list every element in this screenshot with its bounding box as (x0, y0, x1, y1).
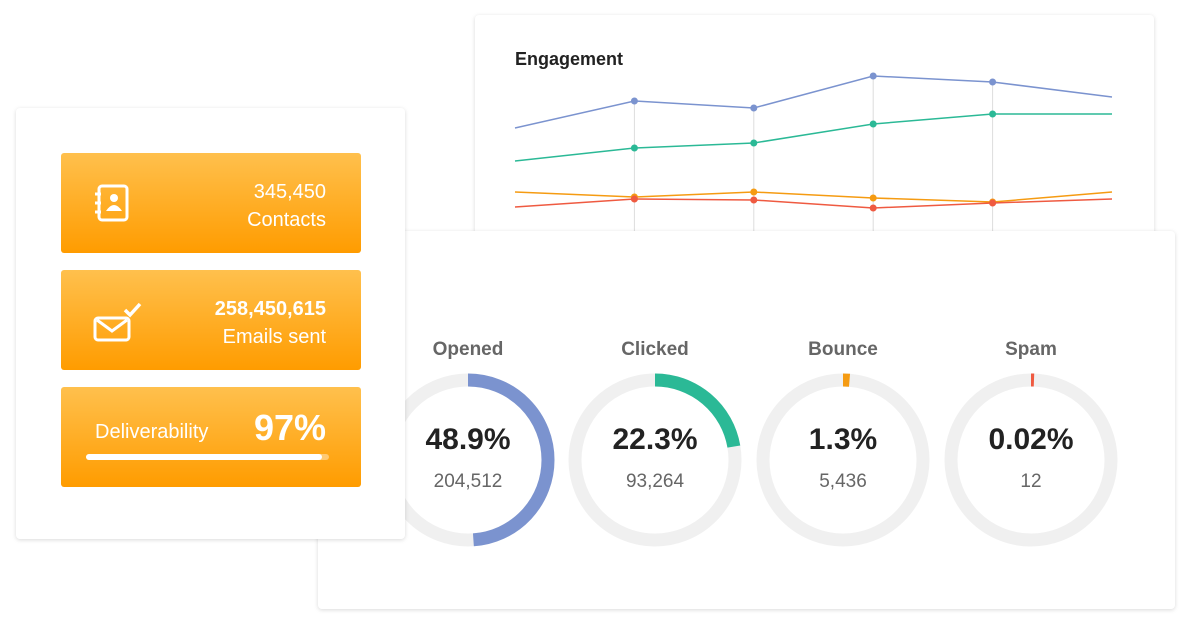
data-point-spam (750, 196, 758, 204)
data-point-spam (989, 199, 997, 207)
series-line-clicked (514, 113, 1112, 162)
stat-title: Opened (432, 339, 504, 360)
data-point-clicked (989, 110, 997, 118)
chart-title: Engagement (515, 49, 624, 69)
emails-sent-value: 258,450,615 (214, 298, 326, 320)
email-check-icon (93, 302, 142, 342)
stat-percent: 48.9% (425, 423, 511, 456)
donut-track (756, 373, 930, 547)
donut-ring (756, 373, 930, 547)
deliverability-label: Deliverability (95, 421, 209, 443)
data-point-opened (630, 97, 638, 105)
emails-sent-tile: 258,450,615 Emails sent (61, 270, 361, 370)
data-point-spam (869, 204, 877, 212)
data-point-clicked (630, 144, 638, 152)
series-line-opened (514, 75, 1113, 129)
data-point-bounce (750, 188, 758, 196)
contacts-book-icon (95, 184, 129, 222)
data-point-spam (630, 195, 638, 203)
deliverability-value: 97% (253, 407, 326, 448)
contacts-tile: 345,450 Contacts (61, 153, 361, 253)
emails-sent-label: Emails sent (222, 326, 326, 348)
data-point-clicked (869, 120, 877, 128)
stat-percent: 0.02% (988, 423, 1074, 456)
stat-count: 5,436 (819, 471, 867, 492)
data-point-opened (869, 72, 877, 80)
donut-track (944, 373, 1118, 547)
donut-fill (944, 373, 1118, 547)
contacts-label: Contacts (247, 209, 326, 231)
donut-ring (944, 373, 1118, 547)
engagement-line-chart (514, 72, 1113, 255)
deliverability-progress (86, 454, 329, 460)
data-point-opened (750, 104, 758, 112)
summary-card: 345,450 Contacts 258,450,615 Emails sent… (16, 108, 405, 539)
stat-percent: 1.3% (808, 423, 878, 456)
series-line-bounce (514, 191, 1113, 203)
stat-percent: 22.3% (612, 423, 698, 456)
donut-fill (381, 373, 555, 547)
stats-card: Opened 48.9% 204,512 Clicked 22.3% 93,264… (318, 231, 1175, 609)
donut-ring (568, 373, 742, 547)
stat-title: Bounce (808, 339, 878, 360)
donut-fill (568, 373, 742, 547)
data-point-clicked (750, 139, 758, 147)
data-point-bounce (869, 194, 877, 202)
engagement-chart-card: Engagement (475, 15, 1154, 255)
contacts-value: 345,450 (253, 181, 326, 203)
stat-count: 12 (1020, 471, 1042, 492)
stat-count: 204,512 (433, 471, 503, 492)
deliverability-tile: Deliverability 97% (61, 387, 361, 487)
deliverability-progress-fill (86, 454, 322, 460)
stat-title: Clicked (621, 339, 689, 360)
donut-ring (381, 373, 555, 547)
series-line-spam (514, 198, 1113, 209)
donut-fill (756, 373, 930, 547)
stat-title: Spam (1005, 339, 1057, 360)
stat-count: 93,264 (625, 471, 685, 492)
data-point-opened (989, 78, 997, 86)
